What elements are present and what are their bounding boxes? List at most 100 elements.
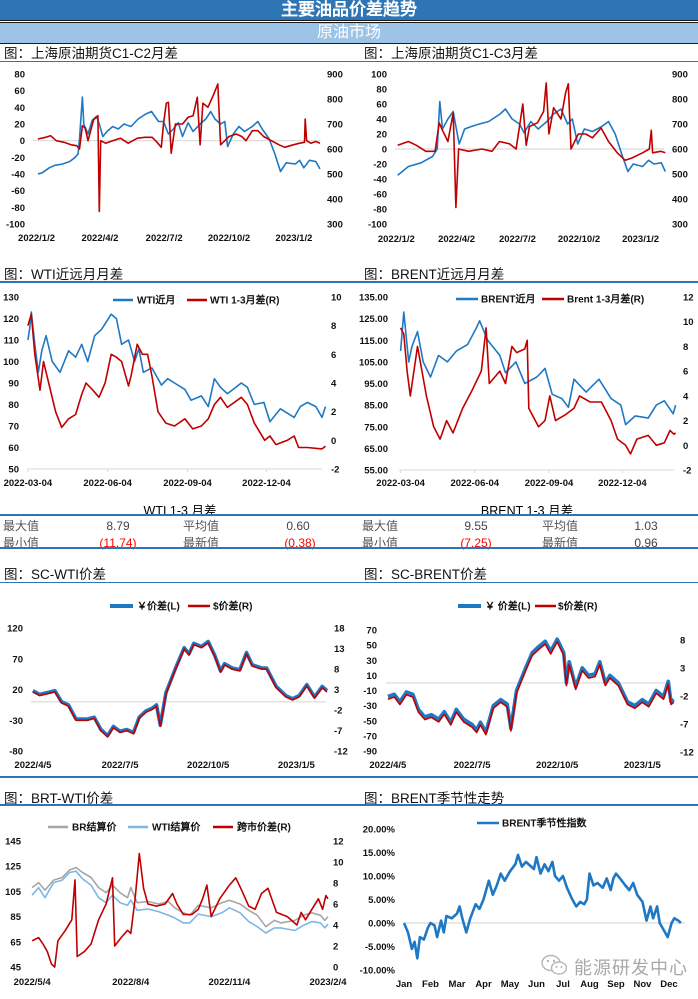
y-left-tick-label: 50 [8, 465, 19, 476]
series-line-0 [387, 637, 675, 734]
chart-6: 145 125 105 85 65 45 12 10 8 6 4 2 0 2022/5/4 2022/8/4… [5, 821, 347, 989]
x-tick-label: 2022/10/2 [558, 234, 600, 245]
y-right-tick-label: 13 [334, 644, 345, 655]
y-left-tick-label: 100 [3, 357, 19, 368]
panel-title-brt-wti: 图：BRT-WTI价差 [4, 791, 114, 806]
y-left-tick-label: -30 [363, 701, 377, 712]
x-tick-label: 2022-09-04 [525, 478, 574, 489]
x-tick-label: 2023/1/2 [275, 233, 312, 244]
y-right-tick-label: 6 [683, 367, 688, 378]
y-left-tick-label: 0 [382, 145, 387, 156]
y-left-tick-label: 90 [8, 379, 19, 390]
y-left-tick-label: 20 [14, 120, 25, 131]
y-left-tick-label: -20 [373, 160, 387, 171]
x-tick-label: 2022/7/5 [102, 760, 140, 771]
y-left-tick-label: -40 [11, 170, 25, 181]
y-left-tick-label: -80 [373, 205, 387, 216]
y-right-tick-label: 700 [672, 120, 688, 131]
y-left-tick-label: 70 [366, 626, 377, 637]
stat-value: 0.96 [634, 536, 658, 550]
watermark-text: 能源研发中心 [574, 958, 688, 978]
series-line-1 [31, 870, 329, 934]
y-left-tick-label: 15.00% [363, 848, 396, 859]
stat-label: 最大值 [3, 519, 40, 533]
x-tick-label: Apr [475, 979, 492, 990]
wechat-icon [541, 954, 568, 975]
stat-value: (0.38) [284, 536, 316, 550]
y-left-tick-label: 65 [10, 937, 21, 948]
y-left-tick-label: 80 [376, 85, 387, 96]
y-right-tick-label: 10 [333, 858, 344, 869]
y-right-tick-label: 4 [333, 921, 339, 932]
x-tick-label: 2022/4/2 [81, 233, 118, 244]
y-right-tick-label: -7 [680, 720, 688, 731]
y-left-tick-label: 105.00 [359, 357, 388, 368]
legend-label: 跨市价差(R) [237, 821, 291, 834]
y-right-tick-label: 0 [333, 963, 338, 974]
chart-1: 100 80 60 40 20 0 -20 -40 -60 -80 -100 900 800 700 600… [368, 70, 688, 246]
chart-4: 120 70 20 -30 -80 18 13 8 3 -2 -7 -12 2022/4/5 2022/7… [7, 600, 348, 772]
legend-label: $价差(R) [213, 600, 252, 613]
y-right-tick-label: 400 [672, 195, 688, 206]
y-right-tick-label: 800 [327, 95, 343, 106]
divider [0, 514, 698, 516]
y-left-tick-label: 60 [8, 443, 19, 454]
x-tick-label: 2023/1/5 [624, 760, 662, 771]
divider [0, 776, 698, 778]
y-right-tick-label: 300 [327, 220, 343, 231]
chart-3: 135.00 125.00 115.00 105.00 95.00 85.00 75.00 6… [359, 293, 694, 490]
y-left-tick-label: 135.00 [359, 293, 388, 304]
y-right-tick-label: 700 [327, 120, 343, 131]
y-left-tick-label: -50 [363, 716, 377, 727]
x-tick-label: 2022-03-04 [376, 478, 425, 489]
series-line-1 [397, 82, 666, 209]
series-line-0 [31, 866, 329, 928]
y-left-tick-label: 40 [14, 103, 25, 114]
legend-label: ￥价差(L) [137, 600, 180, 613]
x-tick-label: 2022/4/5 [369, 760, 407, 771]
chart-5: 70 50 30 10 -10 -30 -50 -70 -90 8 3 -2 -7 -12 2022/4/5… [363, 600, 693, 772]
y-left-tick-label: 10.00% [363, 872, 396, 883]
x-tick-label: May [501, 979, 520, 990]
y-right-tick-label: -12 [680, 748, 694, 759]
stat-value: (7.25) [460, 536, 492, 550]
y-left-tick-label: 85 [10, 912, 21, 923]
y-left-tick-label: -100 [6, 220, 25, 231]
x-tick-label: 2022-12-04 [598, 478, 647, 489]
chart-0: 80 60 40 20 0 -20 -40 -60 -80 -100 900 800 700 600 500… [6, 70, 343, 245]
panel-title-sc-brent: 图：SC-BRENT价差 [364, 567, 488, 582]
stat-label: 最小值 [362, 536, 399, 550]
page-header: 主要油品价差趋势 [0, 0, 698, 21]
legend-label: BRENT近月 [481, 293, 535, 306]
y-right-tick-label: 0 [331, 436, 336, 447]
x-tick-label: Sep [607, 979, 625, 990]
y-left-tick-label: 70 [12, 654, 23, 665]
divider [0, 281, 698, 283]
x-tick-label: 2022-06-04 [83, 478, 132, 489]
y-right-tick-label: 300 [672, 220, 688, 231]
y-left-tick-label: 80 [14, 70, 25, 81]
y-left-tick-label: 80 [8, 400, 19, 411]
y-right-tick-label: -12 [334, 747, 348, 758]
y-right-tick-label: 600 [672, 145, 688, 156]
y-right-tick-label: 3 [680, 664, 685, 675]
x-tick-label: 2022/7/5 [454, 760, 492, 771]
panel-title-c1c2: 图：上海原油期货C1-C2月差 [4, 46, 179, 61]
y-right-tick-label: 800 [672, 95, 688, 106]
x-tick-label: 2022/8/4 [112, 977, 150, 988]
section-header: 原油市场 [0, 22, 698, 44]
y-left-tick-label: 110 [4, 336, 19, 347]
panel-title-brent: 图：BRENT近远月月差 [364, 267, 505, 282]
y-left-tick-label: 0.00% [368, 919, 395, 930]
y-right-tick-label: 900 [327, 70, 343, 81]
x-tick-label: 2023/1/2 [622, 234, 659, 245]
y-left-tick-label: -60 [11, 186, 25, 197]
y-right-tick-label: 0 [683, 441, 688, 452]
y-left-tick-label: 125.00 [359, 314, 388, 325]
chart-7: 20.00% 15.00% 10.00% 5.00% 0.00% -5.00% -10.00… [360, 817, 685, 990]
y-left-tick-label: 50 [366, 641, 377, 652]
y-left-tick-label: 45 [10, 963, 21, 974]
y-right-tick-label: 600 [327, 145, 343, 156]
y-left-tick-label: 120 [3, 314, 19, 325]
